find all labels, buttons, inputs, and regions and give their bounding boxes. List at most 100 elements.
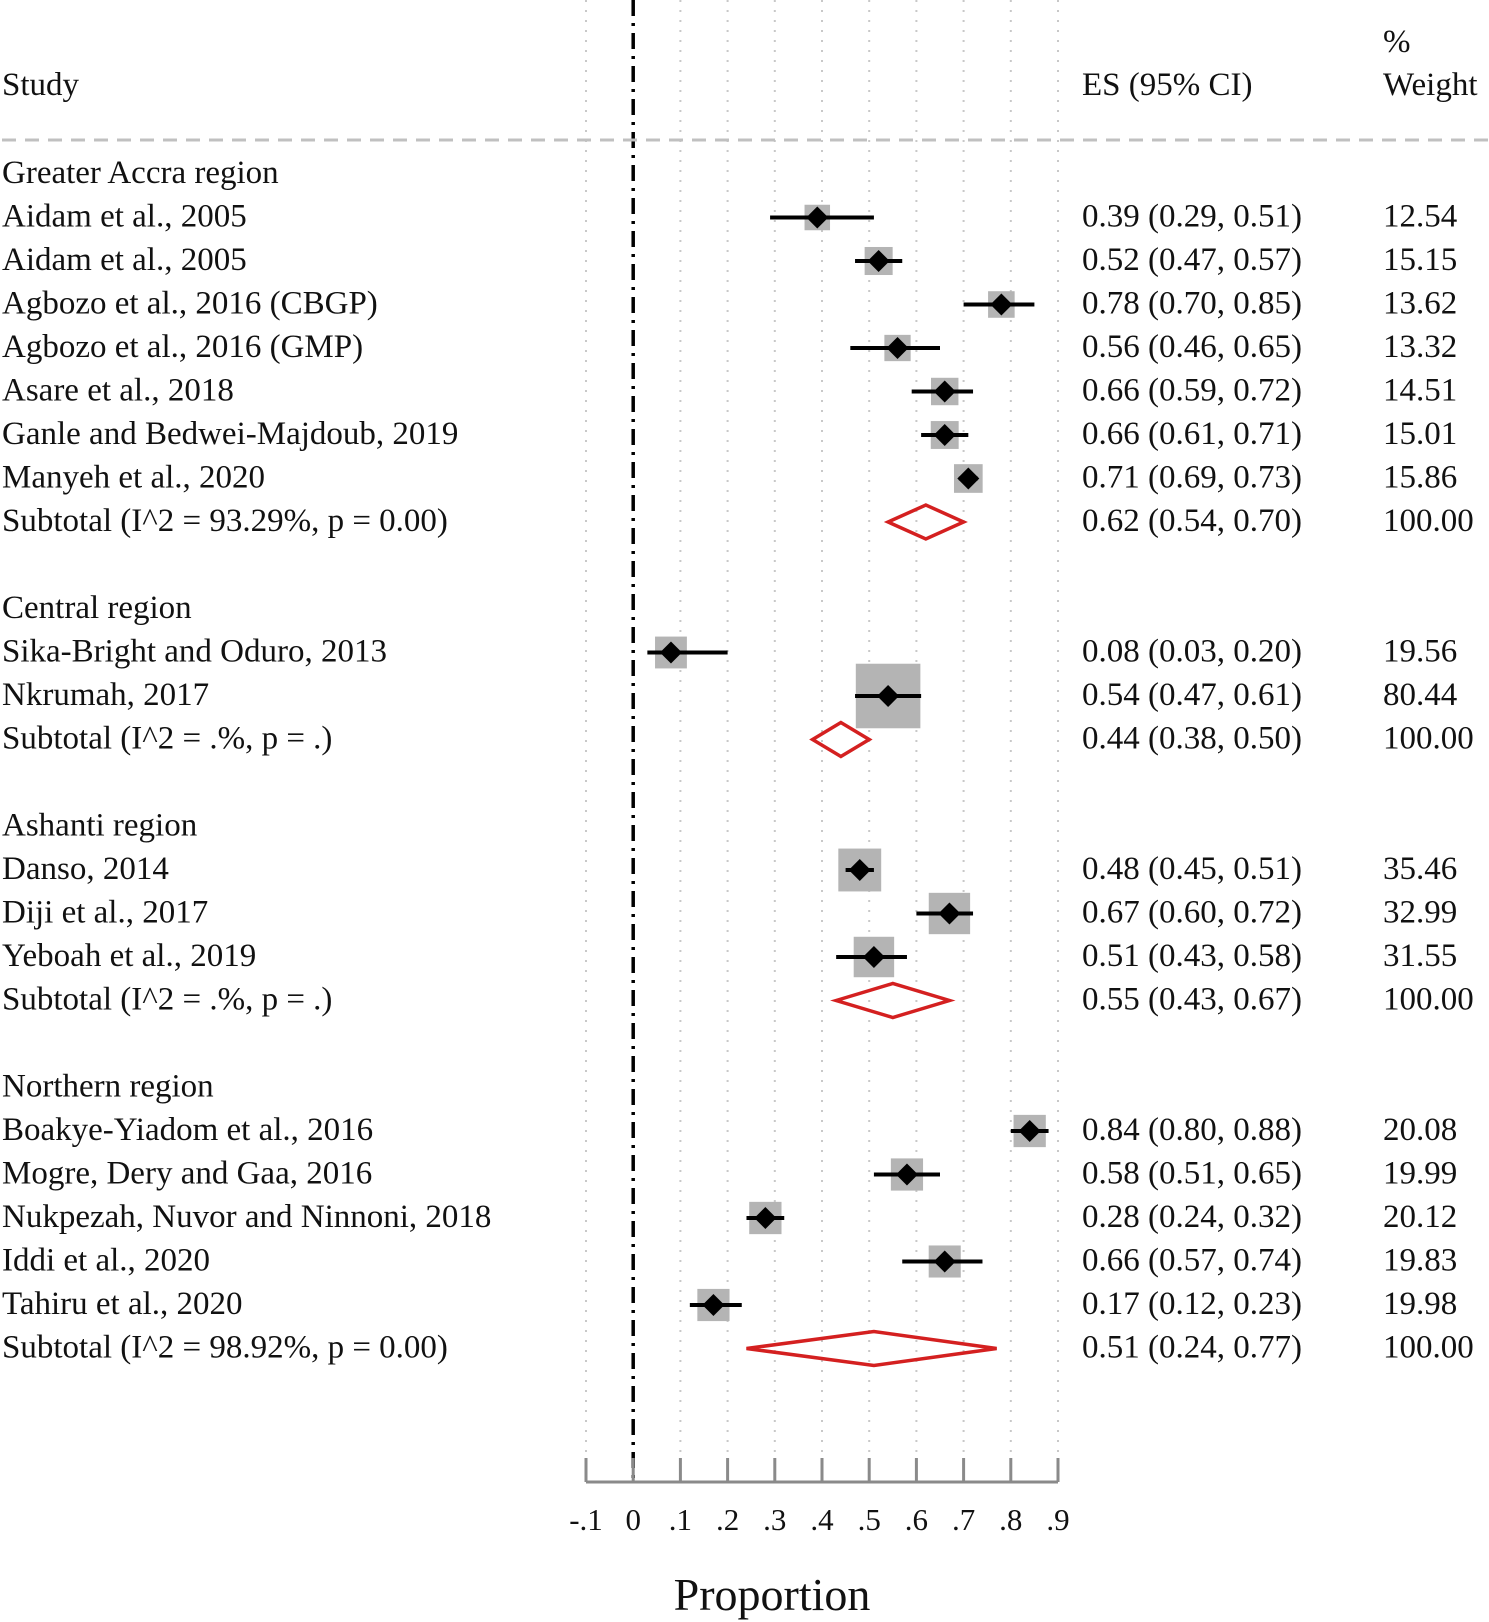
point-estimate: [702, 1294, 725, 1316]
study-label: Agbozo et al., 2016 (GMP): [2, 329, 363, 365]
study-label: Danso, 2014: [2, 851, 169, 887]
x-tick-label: 0: [625, 1502, 641, 1537]
x-tick-label: .3: [763, 1502, 786, 1537]
point-estimate: [806, 206, 829, 229]
header-es-ci: ES (95% CI): [1082, 67, 1252, 103]
study-label: Iddi et al., 2020: [2, 1243, 210, 1279]
point-estimate: [933, 1250, 956, 1273]
es-ci-value: 0.51 (0.43, 0.58): [1082, 938, 1302, 974]
study-row: Iddi et al., 2020 0.66 (0.57, 0.74) 19.83: [2, 1243, 1457, 1279]
study-label: Asare et al., 2018: [2, 373, 234, 409]
study-label: Nukpezah, Nuvor and Ninnoni, 2018: [2, 1199, 491, 1235]
x-tick-label: .5: [858, 1502, 881, 1537]
point-estimate: [886, 337, 909, 359]
study-row: Aidam et al., 2005 0.39 (0.29, 0.51) 12.54: [2, 199, 1457, 235]
subtotal-row: Subtotal (I^2 = 98.92%, p = 0.00) 0.51 (0…: [2, 1330, 1474, 1368]
point-estimate: [938, 902, 961, 925]
group-title: Greater Accra region: [2, 155, 279, 191]
group-title: Ashanti region: [2, 808, 197, 844]
x-tick-label: -.1: [569, 1502, 603, 1537]
study-row: Mogre, Dery and Gaa, 2016 0.58 (0.51, 0.6…: [2, 1156, 1457, 1192]
study-row: Danso, 2014 0.48 (0.45, 0.51) 35.46: [2, 848, 1457, 892]
study-row: Nkrumah, 2017 0.54 (0.47, 0.61) 80.44: [2, 663, 1457, 729]
weight-value: 80.44: [1383, 677, 1457, 713]
x-tick-label: .4: [810, 1502, 834, 1537]
study-label: Agbozo et al., 2016 (CBGP): [2, 286, 378, 322]
subtotal-label: Subtotal (I^2 = 98.92%, p = 0.00): [2, 1330, 448, 1366]
weight-value: 13.32: [1383, 329, 1457, 365]
study-label: Nkrumah, 2017: [2, 677, 209, 713]
study-row: Ganle and Bedwei-Majdoub, 2019 0.66 (0.61…: [2, 416, 1457, 452]
es-ci-value: 0.48 (0.45, 0.51): [1082, 851, 1302, 887]
study-label: Ganle and Bedwei-Majdoub, 2019: [2, 416, 458, 452]
weight-value: 20.12: [1383, 1199, 1457, 1235]
subtotal-row: Subtotal (I^2 = 93.29%, p = 0.00) 0.62 (0…: [2, 503, 1474, 541]
subtotal-diamond: [883, 503, 968, 541]
x-tick-label: .6: [905, 1502, 928, 1537]
weight-value: 19.83: [1383, 1243, 1457, 1279]
subtotal-row: Subtotal (I^2 = .%, p = .) 0.44 (0.38, 0.…: [2, 720, 1474, 759]
point-estimate: [862, 946, 885, 968]
es-ci-value: 0.71 (0.69, 0.73): [1082, 460, 1302, 496]
es-ci-value: 0.67 (0.60, 0.72): [1082, 895, 1302, 931]
study-row: Sika-Bright and Oduro, 2013 0.08 (0.03, 0…: [2, 634, 1457, 670]
group-2: Ashanti region Danso, 2014 0.48 (0.45, 0.5…: [2, 808, 1474, 1020]
study-row: Agbozo et al., 2016 (GMP) 0.56 (0.46, 0.6…: [2, 329, 1457, 365]
es-ci-value: 0.56 (0.46, 0.65): [1082, 329, 1302, 365]
es-ci-value: 0.66 (0.57, 0.74): [1082, 1243, 1302, 1279]
subtotal-label: Subtotal (I^2 = .%, p = .): [2, 721, 332, 757]
study-label: Aidam et al., 2005: [2, 199, 247, 235]
study-label: Yeboah et al., 2019: [2, 938, 256, 974]
study-label: Mogre, Dery and Gaa, 2016: [2, 1156, 372, 1192]
point-estimate: [659, 641, 682, 664]
point-estimate: [867, 250, 890, 272]
weight-value: 31.55: [1383, 938, 1457, 974]
study-row: Nukpezah, Nuvor and Ninnoni, 2018 0.28 (0…: [2, 1199, 1457, 1235]
es-ci-value: 0.54 (0.47, 0.61): [1082, 677, 1302, 713]
study-label: Sika-Bright and Oduro, 2013: [2, 634, 387, 670]
study-row: Asare et al., 2018 0.66 (0.59, 0.72) 14.51: [2, 373, 1457, 409]
weight-value: 100.00: [1383, 721, 1474, 757]
study-row: Aidam et al., 2005 0.52 (0.47, 0.57) 15.15: [2, 242, 1457, 278]
es-ci-value: 0.66 (0.59, 0.72): [1082, 373, 1302, 409]
es-ci-value: 0.08 (0.03, 0.20): [1082, 634, 1302, 670]
es-ci-value: 0.28 (0.24, 0.32): [1082, 1199, 1302, 1235]
table-header: Study ES (95% CI) % Weight: [2, 24, 1489, 142]
weight-value: 32.99: [1383, 895, 1457, 931]
es-ci-value: 0.17 (0.12, 0.23): [1082, 1286, 1302, 1322]
subtotal-label: Subtotal (I^2 = 93.29%, p = 0.00): [2, 503, 448, 539]
study-rows: Greater Accra region Aidam et al., 2005 0.…: [2, 155, 1474, 1368]
study-label: Diji et al., 2017: [2, 895, 208, 931]
x-tick-label: .2: [716, 1502, 739, 1537]
point-estimate: [933, 424, 956, 446]
group-title: Northern region: [2, 1069, 214, 1105]
study-row: Tahiru et al., 2020 0.17 (0.12, 0.23) 19.9…: [2, 1286, 1457, 1322]
es-ci-value: 0.66 (0.61, 0.71): [1082, 416, 1302, 452]
x-tick-label: .1: [669, 1502, 692, 1537]
study-row: Diji et al., 2017 0.67 (0.60, 0.72) 32.99: [2, 892, 1457, 935]
group-3: Northern region Boakye-Yiadom et al., 201…: [2, 1069, 1474, 1368]
study-row: Manyeh et al., 2020 0.71 (0.69, 0.73) 15.8…: [2, 460, 1457, 496]
point-estimate: [933, 380, 956, 403]
es-ci-value: 0.39 (0.29, 0.51): [1082, 199, 1302, 235]
subtotal-diamond: [809, 720, 873, 759]
es-ci-value: 0.62 (0.54, 0.70): [1082, 503, 1302, 539]
x-tick-label: .9: [1046, 1502, 1069, 1537]
point-estimate: [990, 293, 1013, 316]
weight-value: 14.51: [1383, 373, 1457, 409]
group-0: Greater Accra region Aidam et al., 2005 0.…: [2, 155, 1474, 541]
es-ci-value: 0.51 (0.24, 0.77): [1082, 1330, 1302, 1366]
header-weight-percent: %: [1383, 24, 1411, 60]
weight-value: 15.86: [1383, 460, 1457, 496]
point-estimate: [1018, 1120, 1041, 1142]
point-estimate: [895, 1163, 918, 1186]
weight-value: 100.00: [1383, 503, 1474, 539]
x-axis-label: Proportion: [674, 1569, 871, 1620]
es-ci-value: 0.55 (0.43, 0.67): [1082, 982, 1302, 1018]
point-estimate: [754, 1207, 777, 1229]
subtotal-label: Subtotal (I^2 = .%, p = .): [2, 982, 332, 1018]
es-ci-value: 0.84 (0.80, 0.88): [1082, 1112, 1302, 1148]
study-label: Manyeh et al., 2020: [2, 460, 265, 496]
weight-value: 13.62: [1383, 286, 1457, 322]
